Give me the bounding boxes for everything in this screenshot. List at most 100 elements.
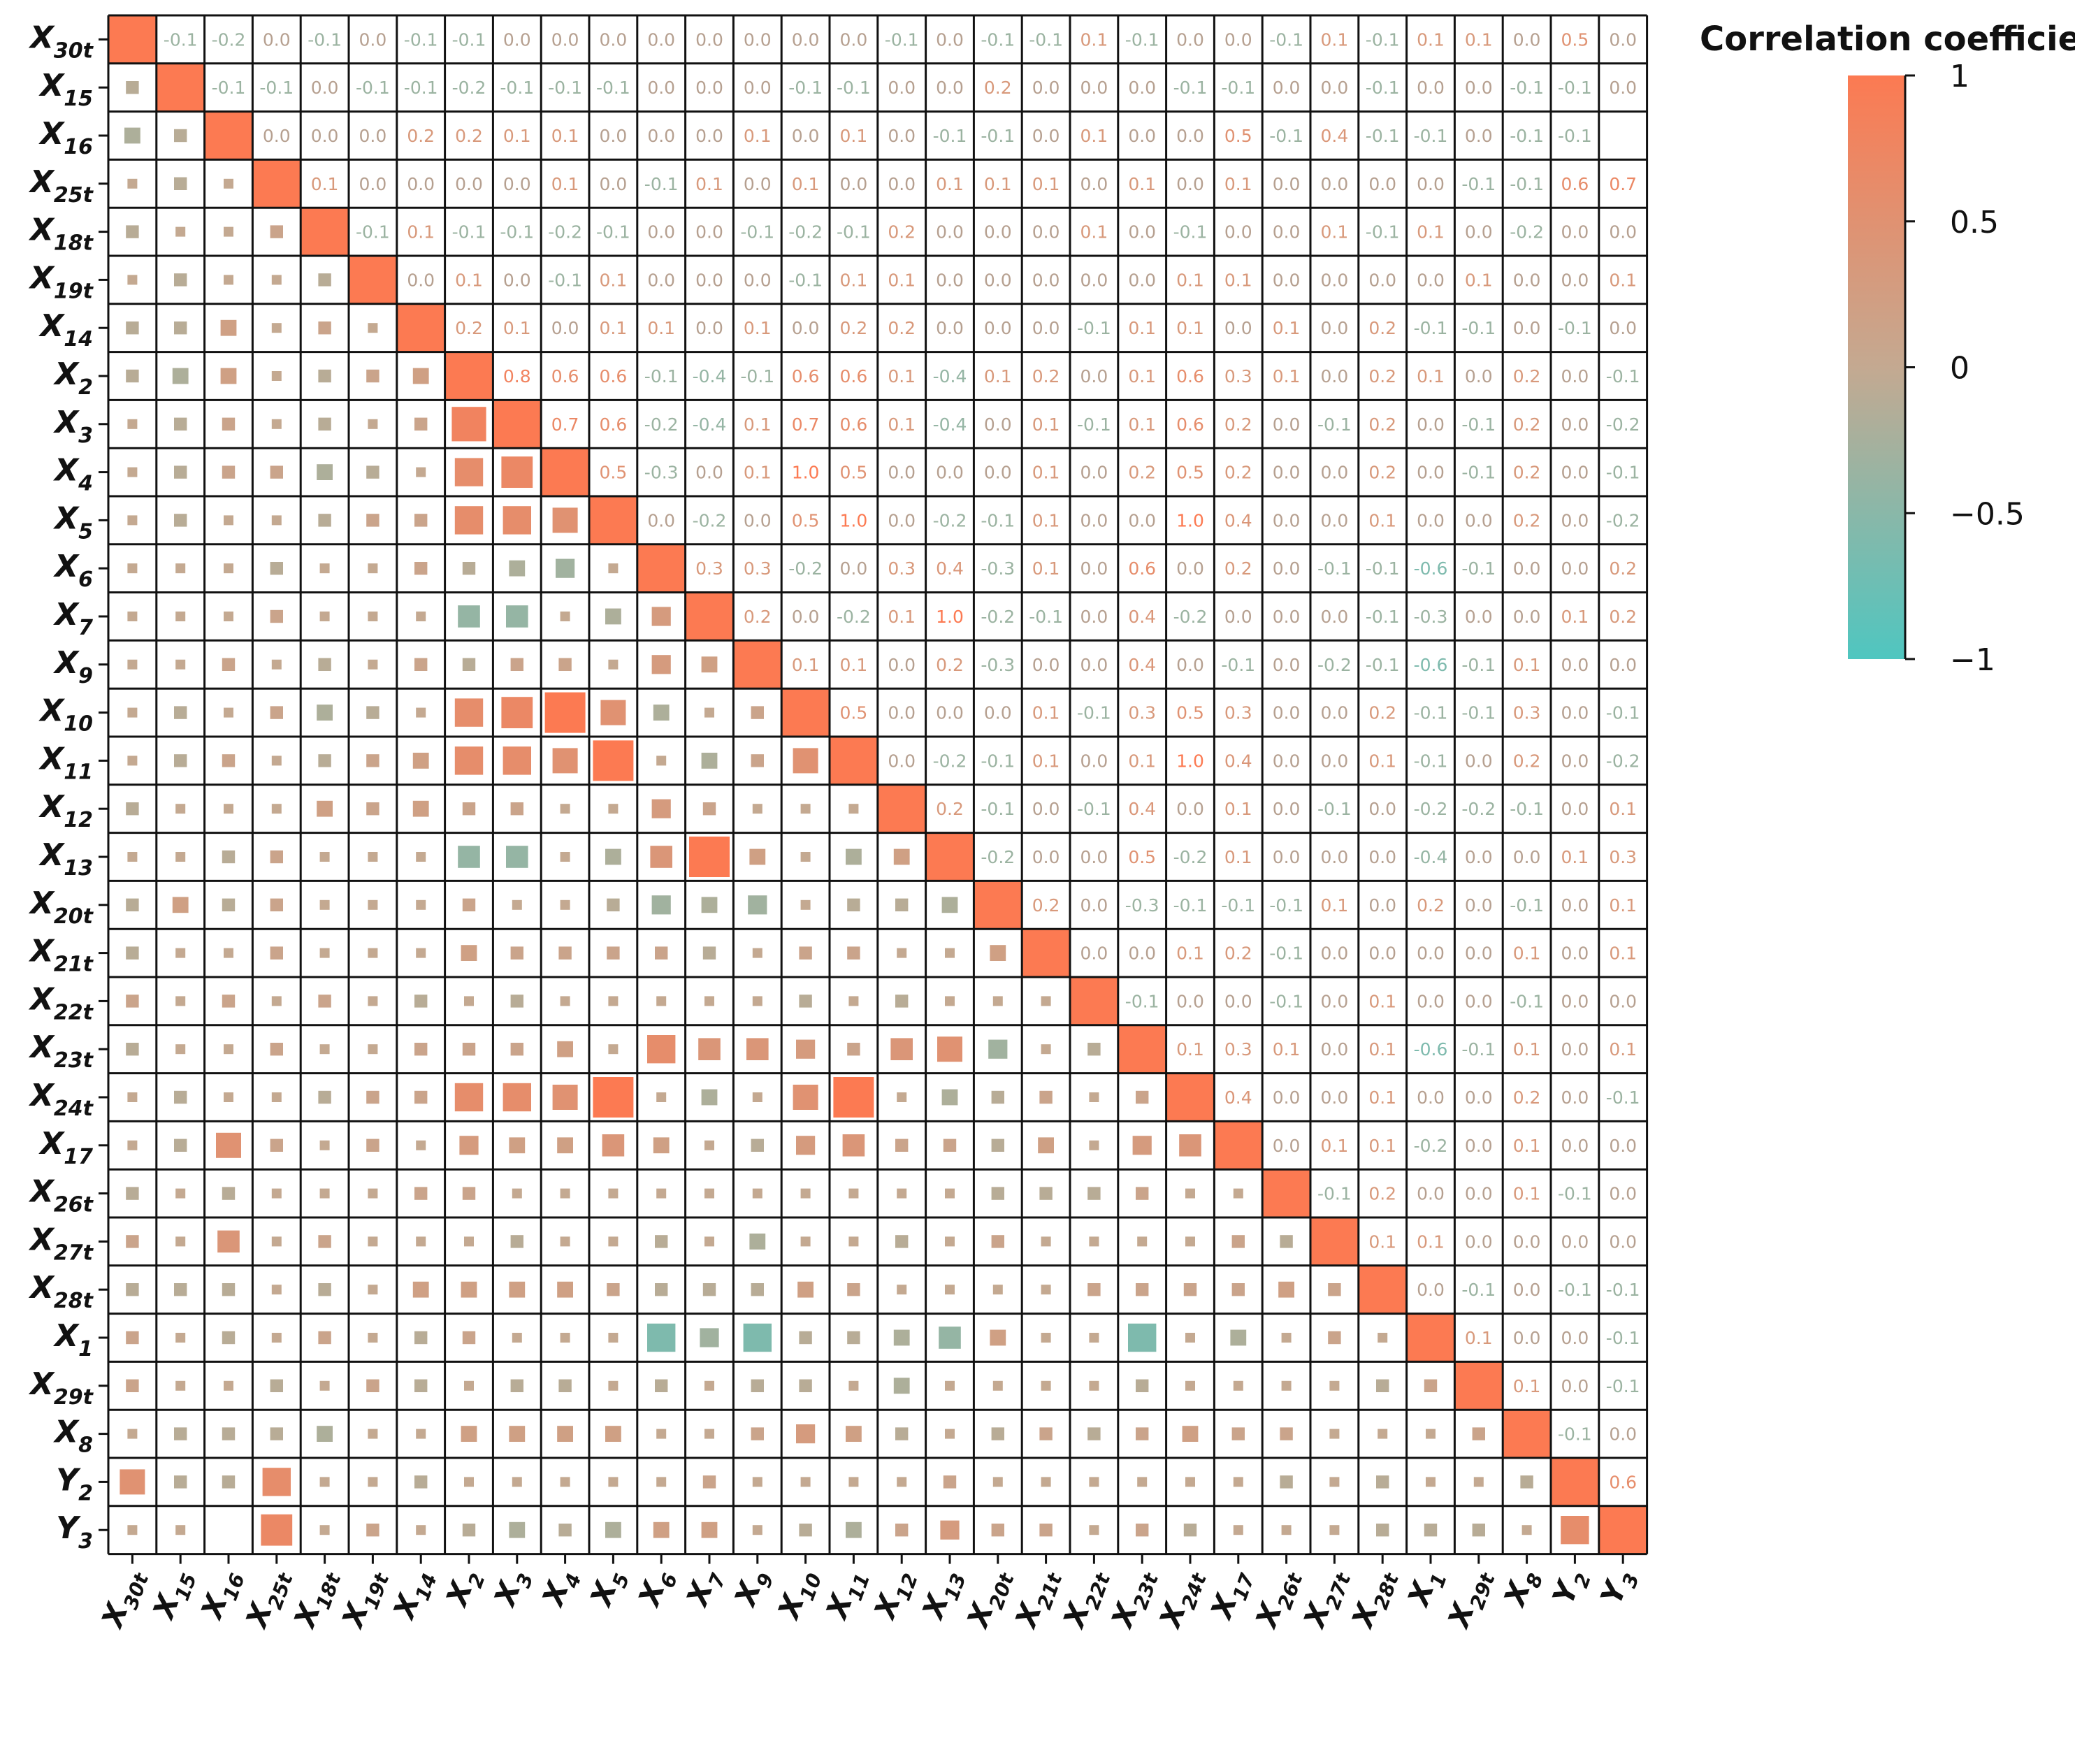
cell-square-marker [897, 1092, 907, 1102]
cell-square-marker [126, 946, 139, 960]
cell-square-marker [1185, 1236, 1195, 1247]
y-tick-label: X24t [28, 1078, 94, 1121]
cell-square-marker [451, 407, 486, 442]
diagonal-cell [1118, 1025, 1166, 1073]
cell-value-label: 0.0 [647, 270, 675, 290]
cell-square-marker [560, 1188, 570, 1199]
cell-value-label: 0.0 [1321, 703, 1349, 723]
cell-square-marker [454, 458, 484, 486]
cell-value-label: -0.3 [644, 463, 679, 483]
cell-square-marker [271, 1236, 282, 1247]
cell-value-label: 0.1 [647, 318, 675, 338]
cell-value-label: 0.0 [647, 126, 675, 146]
cell-value-label: 0.1 [1128, 174, 1156, 194]
cell-square-marker [222, 1331, 236, 1345]
cell-value-label: 0.6 [792, 366, 820, 386]
cell-value-label: 0.1 [1224, 174, 1252, 194]
cell-square-marker [701, 1089, 718, 1106]
cell-value-label: 0.1 [1465, 270, 1493, 290]
cell-value-label: 0.0 [1561, 799, 1589, 819]
cell-square-marker [366, 369, 379, 383]
x-tick-label: X18t [287, 1563, 346, 1636]
cell-square-marker [1472, 1524, 1485, 1537]
cell-square-marker [704, 707, 714, 718]
cell-square-marker [560, 996, 570, 1006]
y-tick-label: X6 [52, 549, 93, 592]
cell-value-label: 0.2 [455, 318, 483, 338]
cell-value-label: 0.6 [840, 366, 868, 386]
cell-value-label: 0.0 [1224, 607, 1252, 627]
cell-square-marker [702, 946, 716, 960]
cell-value-label: 0.1 [1417, 29, 1445, 50]
cell-square-marker [1378, 1333, 1388, 1343]
cell-square-marker [941, 1089, 958, 1106]
cell-value-label: -0.1 [1558, 1424, 1592, 1445]
cell-square-marker [560, 1477, 570, 1487]
cell-value-label: -0.2 [788, 222, 823, 243]
cell-value-label: -0.1 [1606, 1376, 1640, 1396]
cell-value-label: 0.0 [1321, 1039, 1349, 1060]
cell-value-label: 0.0 [1273, 751, 1301, 771]
cell-square-marker [1378, 1429, 1388, 1439]
cell-square-marker [1472, 1427, 1485, 1440]
cell-square-marker [1136, 1187, 1149, 1200]
cell-square-marker [318, 1235, 331, 1248]
cell-square-marker [698, 1038, 721, 1060]
cell-value-label: -0.1 [1606, 463, 1640, 483]
cell-square-marker [319, 1188, 330, 1199]
cell-value-label: -0.1 [596, 222, 630, 243]
cell-value-label: 0.0 [600, 174, 628, 194]
cell-value-label: 0.7 [1609, 174, 1637, 194]
cell-value-label: 0.3 [1609, 847, 1637, 867]
cell-square-marker [848, 1188, 859, 1199]
cell-value-label: 0.0 [1417, 510, 1445, 530]
cell-square-marker [704, 1236, 714, 1247]
cell-square-marker [556, 558, 575, 578]
cell-square-marker [605, 608, 621, 625]
cell-value-label: 0.2 [1368, 318, 1396, 338]
cell-square-marker [366, 754, 379, 767]
cell-value-label: -0.6 [1414, 558, 1448, 579]
cell-value-label: 0.1 [1176, 1039, 1204, 1060]
cell-value-label: 0.8 [503, 366, 531, 386]
cell-square-marker [1329, 1525, 1340, 1535]
cell-value-label: 0.4 [1224, 510, 1252, 530]
cell-square-marker [593, 1077, 634, 1118]
cell-square-marker [270, 1043, 283, 1056]
cell-square-marker [897, 1285, 907, 1295]
cell-value-label: 0.0 [1176, 799, 1204, 819]
cell-value-label: -0.1 [1510, 799, 1544, 819]
cell-square-marker [174, 1475, 187, 1489]
cell-square-marker [653, 704, 670, 721]
cell-value-label: -0.1 [1414, 751, 1448, 771]
cell-value-label: 0.0 [840, 558, 868, 579]
cell-value-label: 0.0 [984, 414, 1012, 435]
cell-square-marker [991, 1138, 1004, 1152]
cell-square-marker [462, 1187, 476, 1200]
cell-value-label: -0.1 [1269, 944, 1303, 964]
cell-square-marker [945, 1429, 955, 1439]
cell-square-marker [126, 81, 139, 94]
cell-square-marker [222, 898, 236, 911]
cell-value-label: -0.2 [452, 78, 486, 98]
cell-square-marker [1089, 1333, 1099, 1343]
cell-value-label: -0.3 [981, 655, 1015, 675]
cell-square-marker [175, 996, 186, 1006]
cell-square-marker [895, 898, 909, 911]
cell-square-marker [366, 706, 379, 719]
cell-value-label: 0.1 [1128, 318, 1156, 338]
cell-value-label: 0.0 [936, 78, 964, 98]
cell-square-marker [412, 753, 429, 769]
cell-value-label: 0.2 [455, 126, 483, 146]
diagonal-cell [877, 784, 926, 833]
cell-square-marker [459, 1136, 479, 1155]
cell-square-marker [503, 506, 531, 535]
cell-square-marker [416, 1525, 426, 1535]
cell-value-label: 0.1 [1513, 1039, 1541, 1060]
cell-value-label: 0.1 [1273, 1039, 1301, 1060]
y-tick-label: X14 [38, 308, 93, 352]
cell-value-label: -0.1 [1461, 414, 1496, 435]
cell-value-label: 0.0 [1273, 78, 1301, 98]
cell-value-label: 0.1 [1080, 29, 1108, 50]
